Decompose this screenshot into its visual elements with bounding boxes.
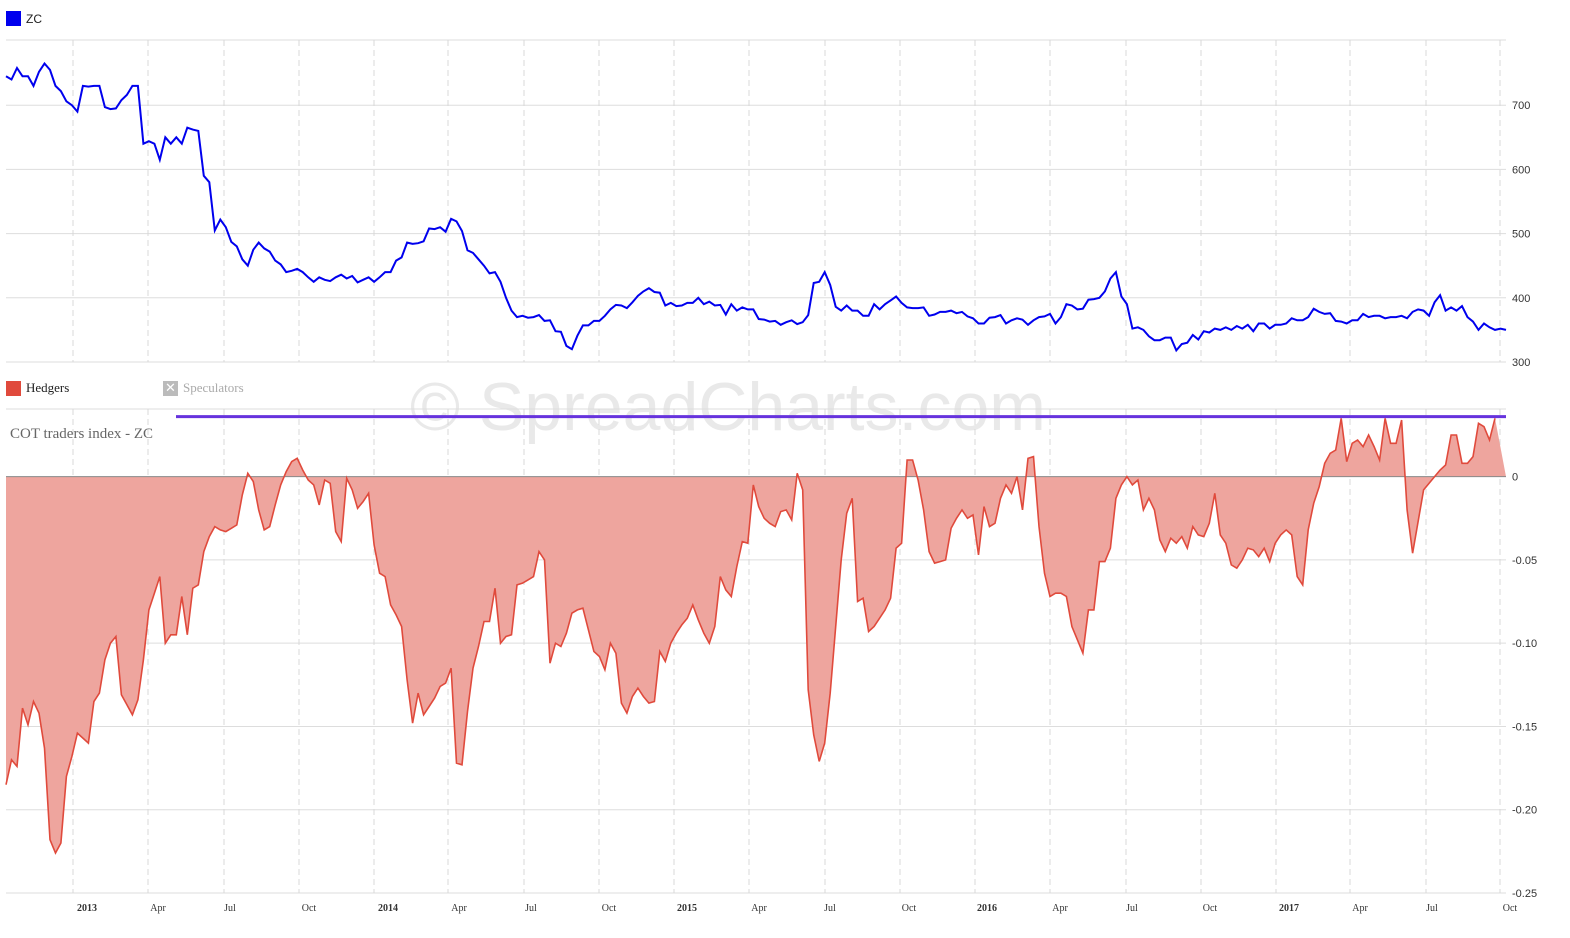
price-y-tick-label: 500	[1512, 229, 1530, 241]
hedgers-area	[5, 418, 1506, 855]
x-tick-label: 2016	[977, 903, 997, 914]
x-tick-label: Apr	[1352, 903, 1368, 914]
x-tick-label: 2017	[1279, 903, 1299, 914]
x-tick-label: Oct	[602, 903, 617, 914]
hedgers-line	[5, 418, 1496, 855]
x-tick-label: Oct	[302, 903, 317, 914]
grid	[6, 39, 1506, 894]
x-tick-label: Jul	[1426, 903, 1438, 914]
hedgers-area-fill	[6, 418, 1506, 853]
cot-y-tick-label: -0.05	[1512, 555, 1537, 567]
zc-price-line	[5, 61, 1507, 353]
price-y-tick-label: 400	[1512, 293, 1530, 305]
x-icon: ✕	[163, 380, 178, 396]
x-tick-label: Apr	[1052, 903, 1068, 914]
x-tick-label: Apr	[751, 903, 767, 914]
x-tick-label: Apr	[451, 903, 467, 914]
legend-label-speculators: Speculators	[183, 380, 244, 395]
x-tick-label: Oct	[902, 903, 917, 914]
price-y-tick-label: 300	[1512, 357, 1530, 369]
x-tick-label: Jul	[1126, 903, 1138, 914]
cot-y-tick-label: -0.25	[1512, 888, 1537, 900]
x-tick-label: Oct	[1503, 903, 1518, 914]
x-tick-label: Oct	[1203, 903, 1218, 914]
legend-item-hedgers[interactable]: Hedgers	[6, 380, 69, 396]
price-y-tick-label: 700	[1512, 100, 1530, 112]
hedgers-swatch-icon	[6, 380, 21, 396]
x-axis: 2013 Apr Jul Oct 2014 Apr Jul Oct 2015 Apr Jul Oct 2…	[77, 903, 1517, 914]
x-tick-label: Apr	[150, 903, 166, 914]
x-tick-label: 2013	[77, 903, 97, 914]
legend-label-zc: ZC	[26, 11, 42, 26]
x-tick-label: Jul	[525, 903, 537, 914]
cot-y-tick-label: 0	[1512, 472, 1518, 484]
x-tick-label: Jul	[824, 903, 836, 914]
legend-label-hedgers: Hedgers	[26, 380, 70, 395]
cot-y-tick-label: -0.20	[1512, 805, 1537, 817]
legend-item-speculators[interactable]: ✕ Speculators	[163, 380, 244, 396]
cot-y-tick-label: -0.15	[1512, 721, 1537, 733]
y-axis: 300 400 500 600 700 -0.25 -0.20 -0.15 -0.10 -0.05…	[1512, 100, 1537, 900]
series-lines	[5, 61, 1507, 419]
price-y-tick-label: 600	[1512, 164, 1530, 176]
zc-swatch-icon	[6, 11, 21, 26]
x-tick-label: 2014	[378, 903, 398, 914]
chart-subtitle: COT traders index - ZC	[10, 426, 154, 442]
legend-item-zc[interactable]: ZC	[6, 11, 42, 26]
cot-y-tick-label: -0.10	[1512, 638, 1537, 650]
x-tick-label: Jul	[224, 903, 236, 914]
x-tick-label: 2015	[677, 903, 697, 914]
watermark: © SpreadCharts.com	[410, 369, 1046, 445]
